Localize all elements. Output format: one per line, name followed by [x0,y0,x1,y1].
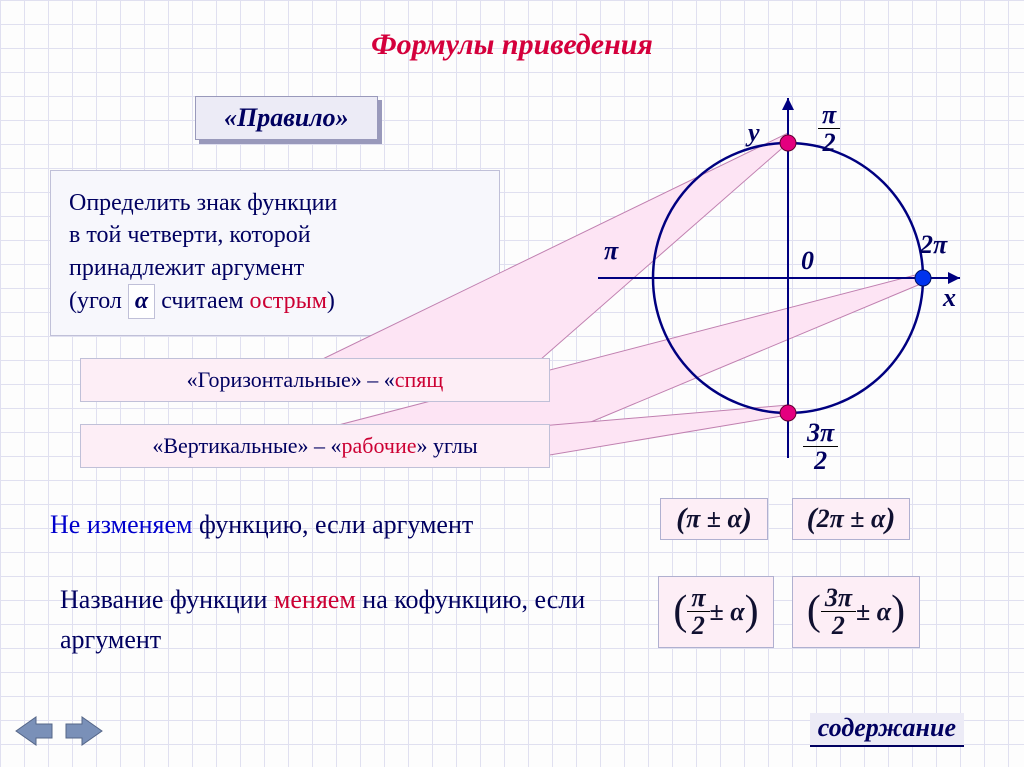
text: принадлежит аргумент [69,255,304,281]
fraction: π 2 [687,585,709,639]
denominator: 2 [832,612,845,639]
num: 3π [803,420,838,447]
expr-rest: ± α [710,597,745,627]
contents-link[interactable]: содержание [810,713,964,747]
expr-rest: ± α [856,597,891,627]
text-blue: Не изменяем [50,510,193,539]
text: в той четверти, которой [69,222,311,248]
numerator: π [687,585,709,612]
text: Определить знак функции [69,190,337,216]
rule-badge: «Правило» [195,96,378,140]
no-change-line: Не изменяем функцию, если аргумент [50,510,473,540]
formula-2pi-pm-alpha: (2π ± α) [792,498,910,540]
num: π [818,102,840,129]
next-slide-button[interactable] [62,713,106,749]
three-pi-over-2-label: 3π2 [803,418,838,474]
formula-3pi2-pm-alpha: ( 3π 2 ± α ) [792,576,920,648]
change-line: Название функции меняем на кофункцию, ес… [60,580,610,661]
main-rule-box: Определить знак функции в той четверти, … [50,170,500,336]
text: ) [327,288,335,314]
text-red: рабочие [342,433,417,458]
formula-pi-pm-alpha: (π ± α) [660,498,768,540]
fraction: 3π 2 [821,585,856,639]
text-red: меняем [274,585,356,614]
text: Название функции [60,585,274,614]
pi-over-2-label: π2 [818,100,840,156]
text-red: спящ [395,367,444,392]
origin-label: 0 [801,246,814,276]
vertical-angles-strip: «Вертикальные» – «рабочие» углы [80,424,550,468]
paren: ) [885,502,895,536]
numerator: 3π [821,585,856,612]
alpha-symbol-box: α [128,284,155,318]
text: (угол [69,288,128,314]
prev-slide-button[interactable] [12,713,56,749]
text: «Вертикальные» – « [152,433,341,458]
text: » углы [417,433,478,458]
paren: ( [807,502,817,536]
denominator: 2 [692,612,705,639]
text: «Горизонтальные» – « [187,367,395,392]
den: 2 [823,129,836,156]
page-title: Формулы приведения [0,28,1024,62]
y-axis-label: y [748,118,760,148]
paren: ( [676,502,686,536]
x-axis-label: x [943,283,956,313]
paren: ) [745,597,759,626]
den: 2 [814,447,827,474]
paren: ( [807,597,821,626]
expr: 2π ± α [817,504,886,534]
expr: π ± α [686,504,742,534]
acute-word: острым [250,288,327,314]
paren: ) [742,502,752,536]
text: считаем [161,288,249,314]
text: функцию, если аргумент [193,510,474,539]
pi-label: π [604,236,618,266]
two-pi-label: 2π [920,230,947,260]
formula-pi2-pm-alpha: ( π 2 ± α ) [658,576,774,648]
paren: ( [673,597,687,626]
paren: ) [891,597,905,626]
unit-circle-diagram: y x 0 π 2π π2 3π2 [568,88,968,478]
horizontal-angles-strip: «Горизонтальные» – «спящ [80,358,550,402]
